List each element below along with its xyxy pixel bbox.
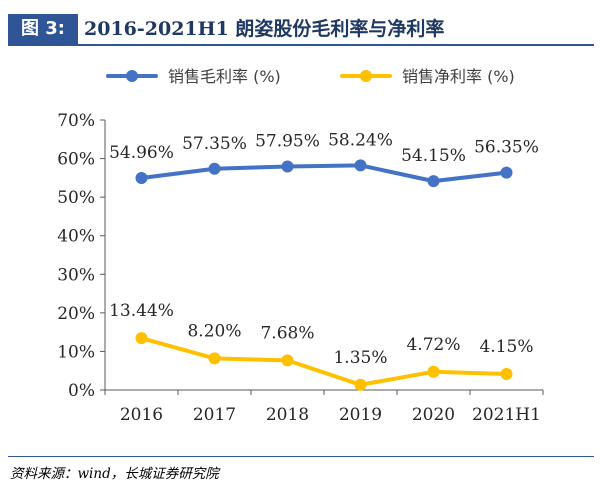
data-point bbox=[281, 354, 294, 367]
legend-item: 销售毛利率 (%) bbox=[106, 67, 281, 86]
x-tick-label: 2020 bbox=[412, 405, 455, 425]
data-label: 8.20% bbox=[187, 321, 241, 341]
x-tick-label: 2016 bbox=[120, 405, 163, 425]
data-label: 4.15% bbox=[479, 337, 533, 357]
source-note: 资料来源：wind，长城证券研究院 bbox=[10, 466, 219, 482]
data-label: 1.35% bbox=[333, 348, 387, 368]
series-layer: 54.96% 57.35% 57.95% 58.24% 54.15% 56.35% 13.4… bbox=[109, 130, 539, 391]
legend-label: 销售净利率 (%) bbox=[402, 67, 515, 86]
source-divider bbox=[8, 456, 594, 457]
series-line bbox=[139, 163, 509, 184]
data-point bbox=[500, 166, 513, 179]
y-tick-label: 40% bbox=[57, 227, 95, 247]
data-point bbox=[354, 159, 367, 172]
data-label: 57.95% bbox=[255, 131, 320, 151]
data-label: 54.96% bbox=[109, 143, 174, 163]
figure-number: 图 3: bbox=[8, 14, 78, 44]
legend-label: 销售毛利率 (%) bbox=[168, 67, 281, 86]
y-tick-label: 20% bbox=[57, 304, 95, 324]
y-tick-label: 50% bbox=[57, 188, 95, 208]
data-point bbox=[281, 160, 294, 173]
data-label: 57.35% bbox=[182, 134, 247, 154]
y-tick-label: 10% bbox=[57, 342, 95, 362]
data-point bbox=[427, 365, 440, 378]
data-point bbox=[500, 367, 513, 380]
x-tick-label: 2017 bbox=[193, 405, 236, 425]
data-label: 4.72% bbox=[406, 335, 460, 355]
title-underline bbox=[8, 44, 594, 46]
data-point bbox=[427, 175, 440, 188]
data-point bbox=[135, 332, 148, 345]
y-tick-label: 70% bbox=[57, 111, 95, 131]
y-tick-label: 30% bbox=[57, 265, 95, 285]
y-axis: 0% 10% 20% 30% 40% 50% 60% 70% bbox=[57, 111, 106, 401]
legend-swatch-marker bbox=[360, 70, 372, 82]
data-point bbox=[208, 352, 221, 365]
data-point bbox=[208, 162, 221, 175]
series-net-margin: 13.44% 8.20% 7.68% 1.35% 4.72% 4.15% bbox=[109, 301, 534, 391]
data-label: 56.35% bbox=[474, 138, 539, 158]
legend-swatch-marker bbox=[126, 70, 138, 82]
series-line bbox=[139, 336, 509, 387]
data-label: 7.68% bbox=[260, 323, 314, 343]
legend-item: 销售净利率 (%) bbox=[340, 67, 515, 86]
x-tick-label: 2019 bbox=[339, 405, 382, 425]
data-label: 58.24% bbox=[328, 130, 393, 150]
data-point bbox=[354, 378, 367, 391]
series-gross-margin: 54.96% 57.35% 57.95% 58.24% 54.15% 56.35% bbox=[109, 130, 539, 188]
x-tick-label: 2018 bbox=[266, 405, 309, 425]
y-tick-label: 0% bbox=[68, 381, 95, 401]
x-tick-label: 2021H1 bbox=[472, 405, 541, 425]
y-tick-label: 60% bbox=[57, 150, 95, 170]
data-point bbox=[135, 172, 148, 185]
chart-legend: 销售毛利率 (%) 销售净利率 (%) bbox=[106, 67, 515, 86]
figure-title-bar: 图 3: 2016-2021H1 朗姿股份毛利率与净利率 bbox=[8, 14, 594, 46]
figure-title: 2016-2021H1 朗姿股份毛利率与净利率 bbox=[84, 18, 445, 40]
data-label: 54.15% bbox=[401, 146, 466, 166]
x-axis: 2016 2017 2018 2019 2020 2021H1 bbox=[104, 389, 544, 425]
data-label: 13.44% bbox=[109, 301, 174, 321]
